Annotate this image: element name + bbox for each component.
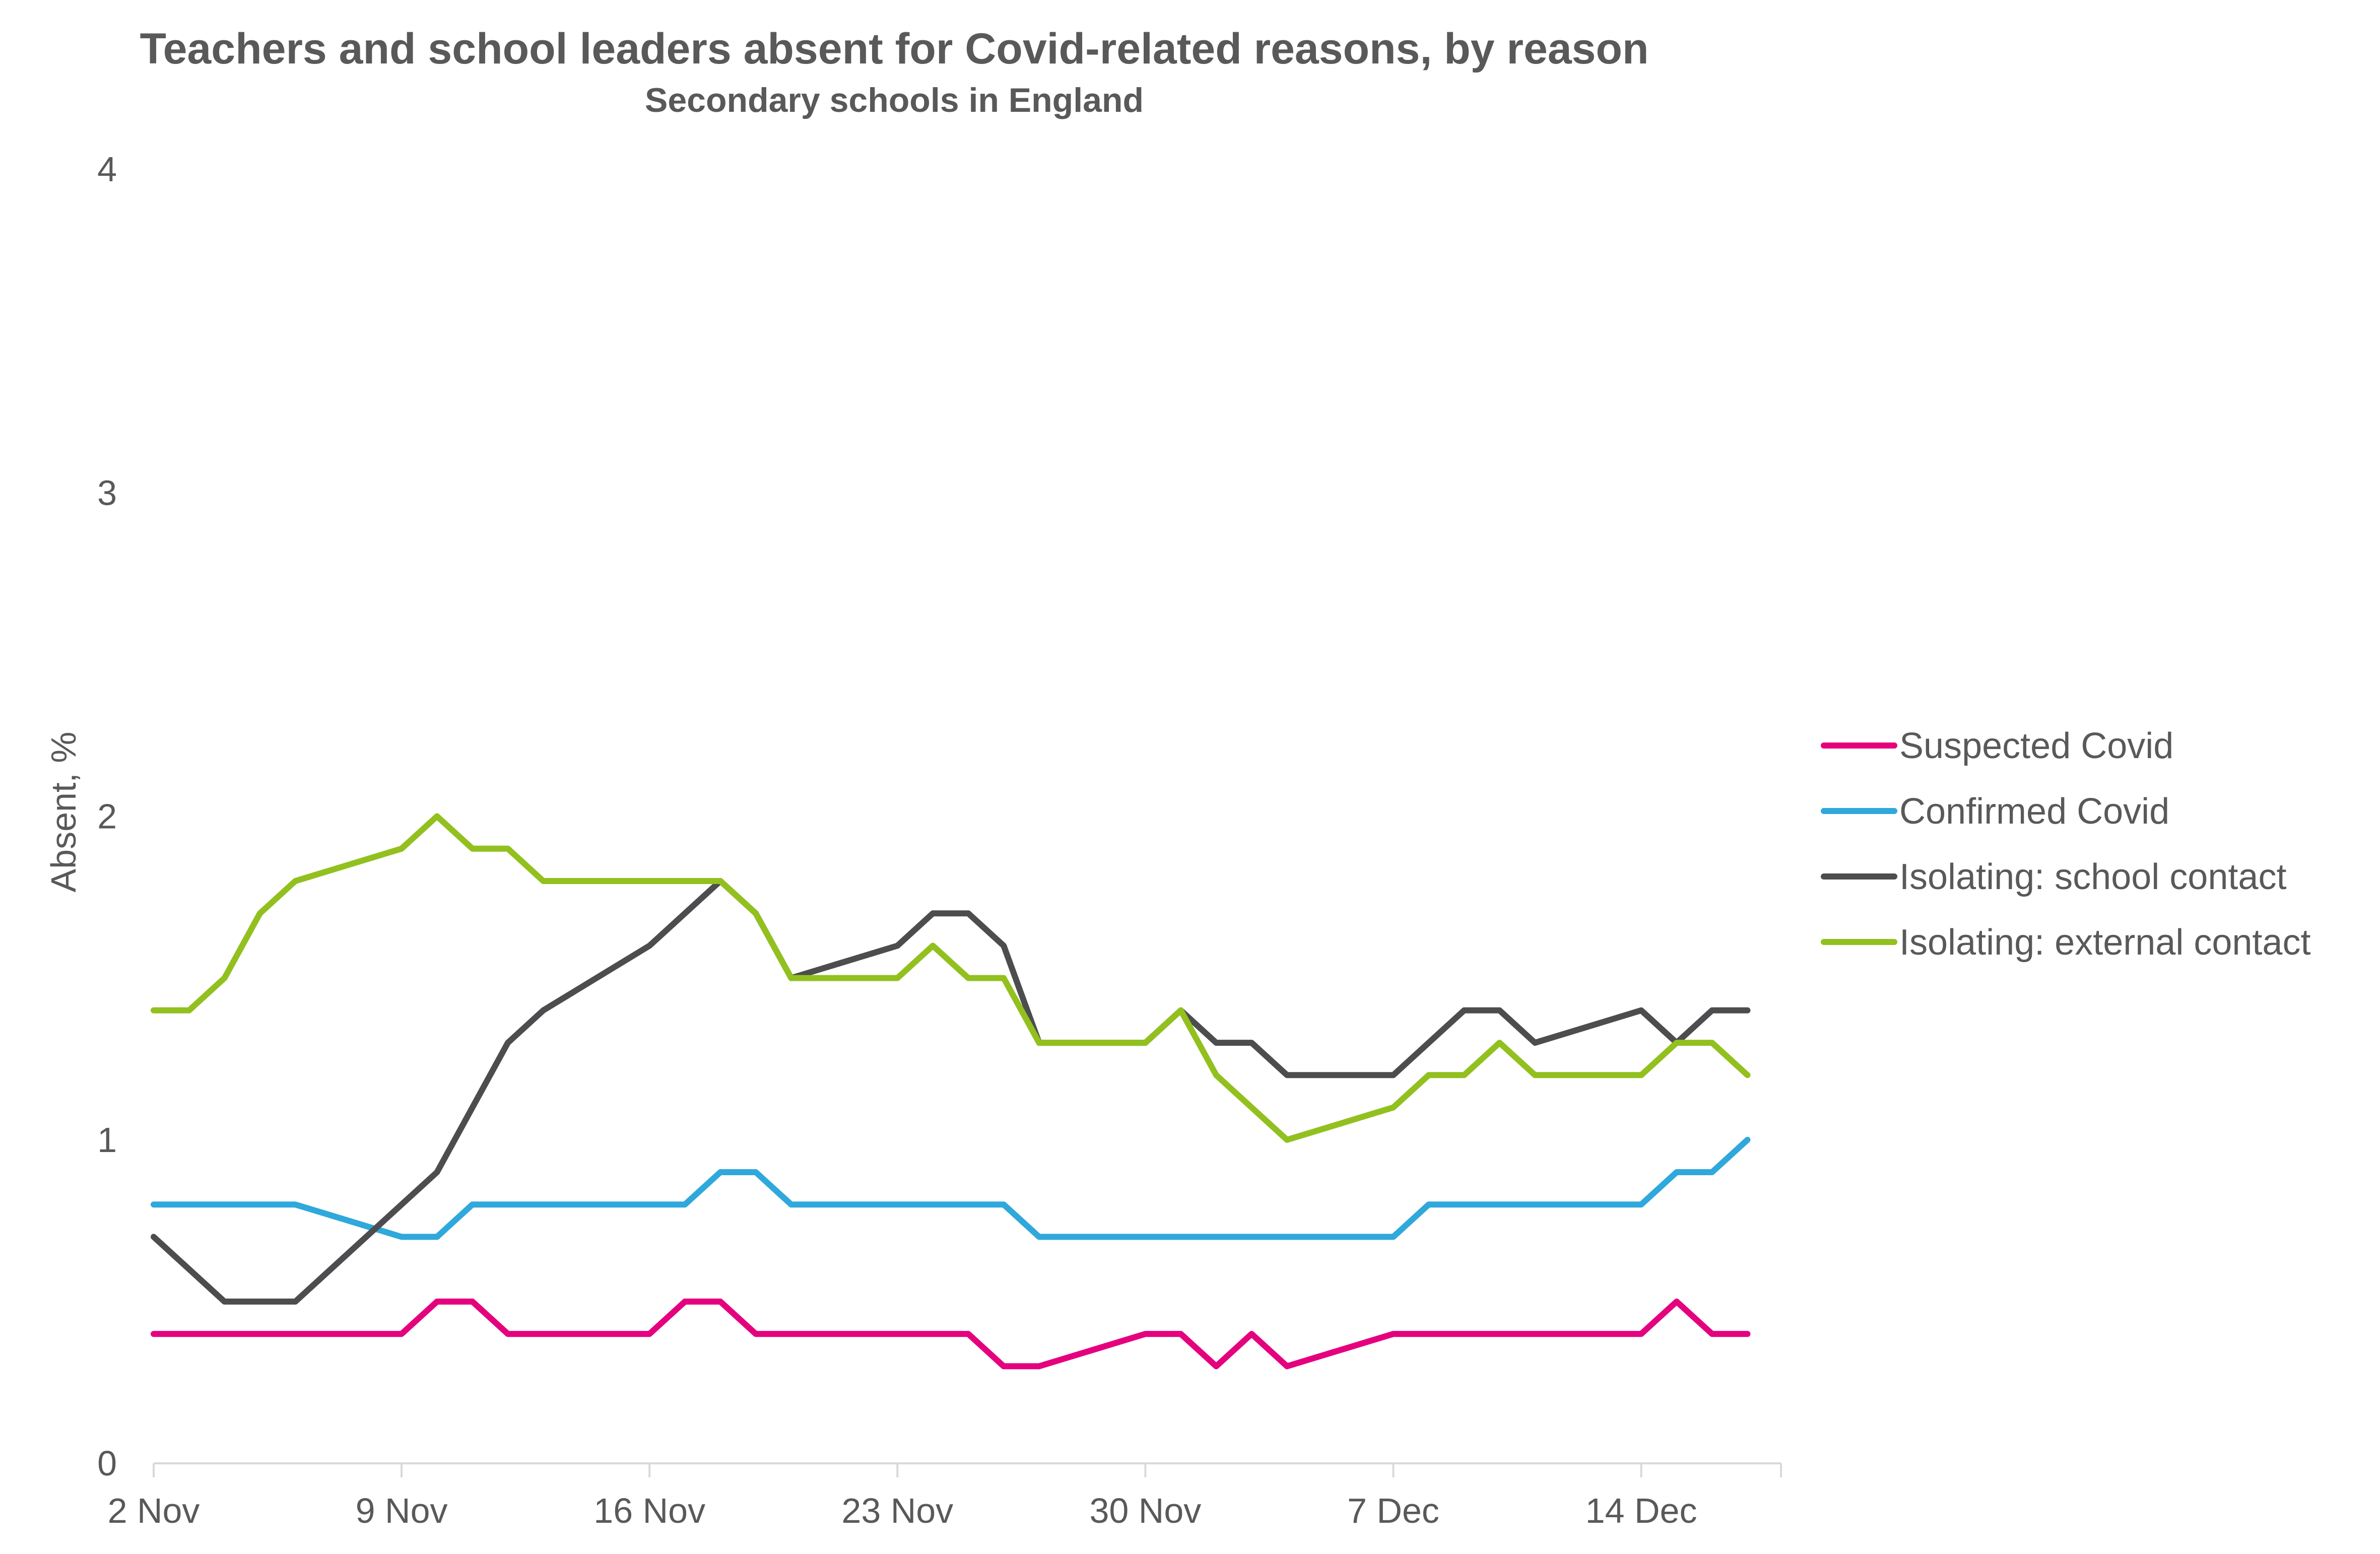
x-tick-label: 7 Dec [1347,1491,1439,1530]
legend-label: Isolating: external contact [1899,922,2310,963]
x-tick-label: 2 Nov [108,1491,200,1530]
x-tick-label: 30 Nov [1090,1491,1202,1530]
series-line-isolating-school-contact [151,878,1751,1305]
x-axis: 2 Nov 9 Nov 16 Nov 23 Nov 30 Nov 7 Dec 14 Dec [108,1462,1782,1530]
legend-label: Confirmed Covid [1899,791,2169,832]
x-tick-label: 16 Nov [593,1491,705,1530]
y-tick-label: 3 [97,473,117,512]
chart-subtitle: Secondary schools in England [645,81,1144,119]
x-tick-label: 9 Nov [356,1491,448,1530]
y-tick-label: 0 [97,1444,117,1483]
y-tick-label: 1 [97,1120,117,1160]
series-line-suspected-covid [151,1298,1751,1370]
y-tick-label: 4 [97,150,117,189]
series-lines [151,813,1751,1370]
y-tick-label: 2 [97,797,117,836]
legend-label: Suspected Covid [1899,726,2173,766]
y-axis-ticks: 0 1 2 3 4 [97,150,117,1483]
x-tick-label: 23 Nov [841,1491,953,1530]
legend: Suspected Covid Confirmed Covid Isolating:… [1821,726,2310,963]
x-tick-label: 14 Dec [1585,1491,1697,1530]
y-axis-title: Absent, % [44,731,83,892]
legend-label: Isolating: school contact [1899,857,2286,897]
series-line-confirmed-covid [151,1136,1751,1240]
series-line-isolating-external-contact [151,813,1751,1143]
chart-title: Teachers and school leaders absent for C… [140,25,1649,73]
